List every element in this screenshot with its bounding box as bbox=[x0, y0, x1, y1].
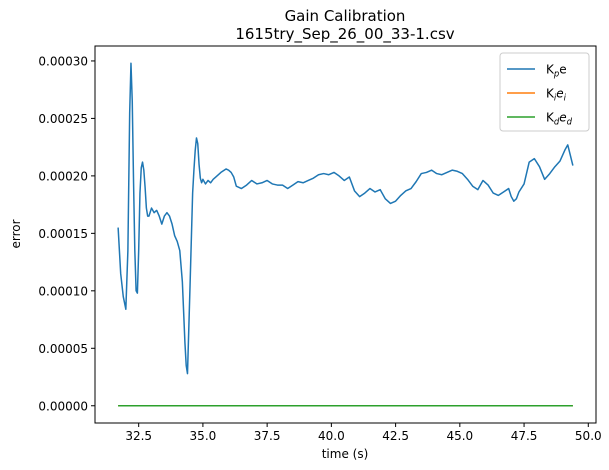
legend-label: Kpe bbox=[546, 63, 567, 80]
y-tick-label: 0.00020 bbox=[38, 169, 88, 183]
x-tick-label: 45.0 bbox=[446, 429, 473, 443]
x-tick-label: 32.5 bbox=[125, 429, 152, 443]
legend-label: Kded bbox=[546, 111, 573, 128]
legend-label: Kiei bbox=[546, 87, 567, 104]
y-tick-label: 0.00025 bbox=[38, 112, 88, 126]
x-tick-label: 35.0 bbox=[190, 429, 217, 443]
series-line-0 bbox=[117, 62, 574, 375]
x-tick-label: 42.5 bbox=[382, 429, 409, 443]
y-tick-label: 0.00005 bbox=[38, 342, 88, 356]
x-tick-label: 40.0 bbox=[318, 429, 345, 443]
x-tick-label: 37.5 bbox=[254, 429, 281, 443]
y-tick-label: 0.00000 bbox=[38, 399, 88, 413]
plot-frame bbox=[94, 45, 597, 424]
y-tick-label: 0.00030 bbox=[38, 54, 88, 68]
chart-title: Gain Calibration bbox=[285, 7, 406, 25]
legend-box bbox=[499, 52, 590, 132]
y-axis-label: error bbox=[9, 219, 23, 248]
chart-subtitle: 1615try_Sep_26_00_33-1.csv bbox=[235, 25, 454, 44]
x-tick-label: 50.0 bbox=[575, 429, 602, 443]
x-axis-label: time (s) bbox=[322, 447, 369, 461]
y-tick-label: 0.00010 bbox=[38, 284, 88, 298]
plot-area bbox=[94, 45, 597, 424]
legend: Kpe Kiei Kded bbox=[499, 52, 590, 132]
series-layer bbox=[117, 62, 574, 407]
x-axis: 32.5 35.0 37.5 40.0 42.5 45.0 47.5 50.0 bbox=[125, 423, 602, 443]
x-tick-label: 47.5 bbox=[511, 429, 538, 443]
y-tick-label: 0.00015 bbox=[38, 227, 88, 241]
y-axis: 0.00000 0.00005 0.00010 0.00015 0.00020 0.000… bbox=[38, 54, 95, 413]
